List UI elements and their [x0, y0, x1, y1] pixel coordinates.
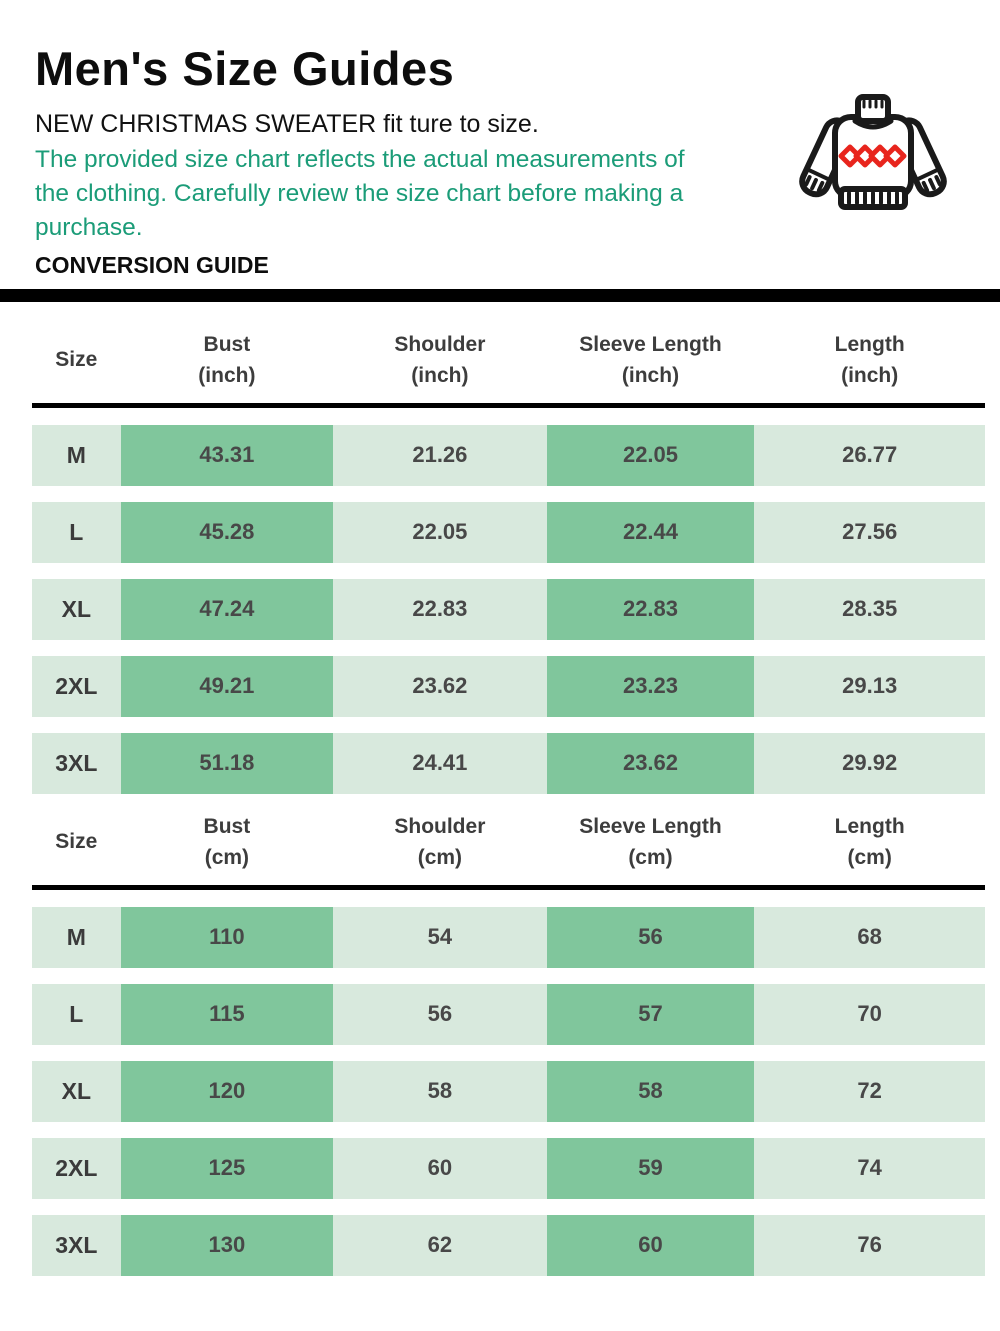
- size-cell: 2XL: [55, 1154, 98, 1181]
- column-header-size: Size: [55, 348, 98, 372]
- christmas-sweater-icon: [798, 92, 948, 232]
- table-body: M 43.31 21.26 22.05 26.77 L 45.28 22.05 …: [32, 424, 985, 794]
- size-cell: 3XL: [55, 1231, 98, 1258]
- shoulder-cell: 56: [427, 1001, 453, 1027]
- size-cell: XL: [61, 1077, 91, 1104]
- sleeve-length-cell: 59: [546, 1137, 755, 1199]
- table-row: 2XL 49.21 23.62 23.23 29.13: [32, 655, 985, 717]
- table-row: XL 120 58 58 72: [32, 1060, 985, 1122]
- shoulder-cell: 58: [427, 1078, 453, 1104]
- sleeve-length-cell: 58: [546, 1060, 755, 1122]
- size-cell: L: [69, 1000, 84, 1027]
- size-tables: Size Bust (inch) Shoulder (inch) Sleeve Lengt…: [32, 328, 985, 1276]
- shoulder-cell: 23.62: [412, 673, 468, 699]
- sleeve-length-cell: 22.44: [546, 501, 755, 563]
- length-cell: 70: [857, 1001, 882, 1027]
- column-header-bust: Bust (inch): [198, 332, 256, 387]
- table-row: XL 47.24 22.83 22.83 28.35: [32, 578, 985, 640]
- shoulder-cell: 22.05: [412, 519, 468, 545]
- table-header-row: Size Bust (cm) Shoulder (cm) Sleeve Length (cm…: [32, 810, 985, 890]
- length-cell: 72: [857, 1078, 882, 1104]
- length-cell: 27.56: [842, 519, 898, 545]
- table-row: 3XL 51.18 24.41 23.62 29.92: [32, 732, 985, 794]
- sleeve-length-cell: 22.83: [546, 578, 755, 640]
- section-divider: [0, 288, 1000, 302]
- table-body: M 110 54 56 68 L 115 56 57 70 XL 120 58 …: [32, 906, 985, 1276]
- length-cell: 29.13: [842, 673, 898, 699]
- table-row: M 110 54 56 68: [32, 906, 985, 968]
- length-cell: 68: [857, 924, 882, 950]
- table-row: L 115 56 57 70: [32, 983, 985, 1045]
- size-table: Size Bust (cm) Shoulder (cm) Sleeve Length (cm…: [32, 810, 985, 1276]
- bust-cell: 49.21: [120, 655, 334, 717]
- sleeve-length-cell: 23.23: [546, 655, 755, 717]
- bust-cell: 125: [120, 1137, 334, 1199]
- column-header-bust: Bust (cm): [203, 814, 251, 869]
- sleeve-length-cell: 60: [546, 1214, 755, 1276]
- bust-cell: 115: [120, 983, 334, 1045]
- sleeve-length-cell: 56: [546, 906, 755, 968]
- size-note: The provided size chart reflects the act…: [35, 145, 685, 241]
- size-table: Size Bust (inch) Shoulder (inch) Sleeve Lengt…: [32, 328, 985, 794]
- column-header-length: Length (cm): [834, 814, 905, 869]
- size-cell: 2XL: [55, 672, 98, 699]
- table-row: M 43.31 21.26 22.05 26.77: [32, 424, 985, 486]
- column-header-shoulder: Shoulder (cm): [394, 814, 486, 869]
- length-cell: 26.77: [842, 442, 898, 468]
- sleeve-length-cell: 22.05: [546, 424, 755, 486]
- shoulder-cell: 62: [427, 1232, 453, 1258]
- length-cell: 76: [857, 1232, 882, 1258]
- bust-cell: 43.31: [120, 424, 334, 486]
- bust-cell: 130: [120, 1214, 334, 1276]
- sleeve-length-cell: 23.62: [546, 732, 755, 794]
- bust-cell: 45.28: [120, 501, 334, 563]
- size-cell: L: [69, 518, 84, 545]
- length-cell: 29.92: [842, 750, 898, 776]
- length-cell: 74: [857, 1155, 882, 1181]
- shoulder-cell: 24.41: [412, 750, 468, 776]
- column-header-length: Length (inch): [834, 332, 905, 387]
- bust-cell: 51.18: [120, 732, 334, 794]
- table-row: L 45.28 22.05 22.44 27.56: [32, 501, 985, 563]
- column-header-sleeve-length: Sleeve Length (inch): [579, 332, 722, 387]
- length-cell: 28.35: [842, 596, 898, 622]
- shoulder-cell: 21.26: [412, 442, 468, 468]
- conversion-guide-label: CONVERSION GUIDE: [35, 251, 269, 278]
- shoulder-cell: 54: [427, 924, 453, 950]
- size-guide-page: Men's Size Guides NEW CHRISTMAS SWEATER …: [0, 0, 1000, 1276]
- column-header-sleeve-length: Sleeve Length (cm): [579, 814, 722, 869]
- table-row: 3XL 130 62 60 76: [32, 1214, 985, 1276]
- bust-cell: 110: [120, 906, 334, 968]
- column-header-size: Size: [55, 830, 98, 854]
- subtitle: NEW CHRISTMAS SWEATER fit ture to size.: [35, 109, 539, 138]
- bust-cell: 47.24: [120, 578, 334, 640]
- bust-cell: 120: [120, 1060, 334, 1122]
- table-row: 2XL 125 60 59 74: [32, 1137, 985, 1199]
- size-cell: 3XL: [55, 749, 98, 776]
- sleeve-length-cell: 57: [546, 983, 755, 1045]
- shoulder-cell: 22.83: [412, 596, 468, 622]
- page-title: Men's Size Guides: [35, 42, 455, 95]
- header: Men's Size Guides NEW CHRISTMAS SWEATER …: [0, 0, 1000, 279]
- column-header-shoulder: Shoulder (inch): [394, 332, 486, 387]
- size-cell: M: [66, 923, 86, 950]
- size-cell: M: [66, 441, 86, 468]
- shoulder-cell: 60: [427, 1155, 453, 1181]
- table-header-row: Size Bust (inch) Shoulder (inch) Sleeve Lengt…: [32, 328, 985, 408]
- size-cell: XL: [61, 595, 91, 622]
